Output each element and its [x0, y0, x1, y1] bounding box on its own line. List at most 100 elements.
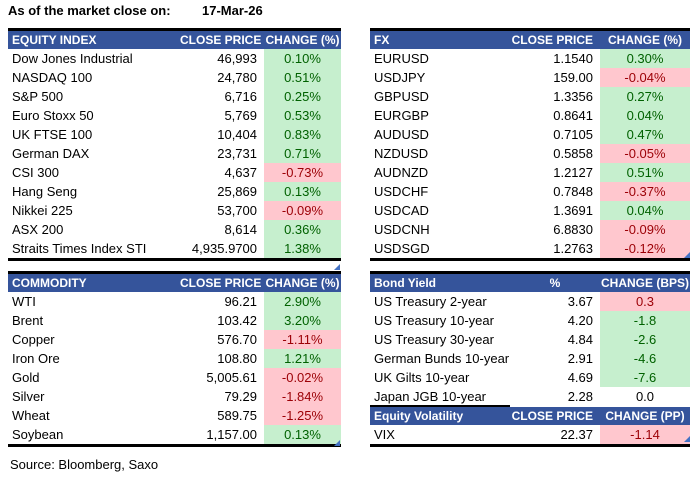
- instrument-name-cell[interactable]: USDCHF: [374, 184, 429, 199]
- table-row[interactable]: Silver 79.29 -1.84%: [8, 387, 341, 406]
- close-price-header[interactable]: CLOSE PRICE: [510, 31, 600, 49]
- yield-value-cell[interactable]: 3.67: [567, 294, 593, 309]
- close-price-cell[interactable]: 589.75: [217, 408, 257, 423]
- close-price-cell[interactable]: 23,731: [217, 146, 257, 161]
- change-pp-header[interactable]: CHANGE (PP): [600, 407, 690, 425]
- change-cell[interactable]: -1.11%: [264, 330, 341, 349]
- change-cell[interactable]: 0.51%: [264, 68, 341, 87]
- change-cell[interactable]: -0.12%: [600, 239, 690, 258]
- table-row[interactable]: CSI 300 4,637 -0.73%: [8, 163, 341, 182]
- table-row[interactable]: German Bunds 10-year 2.91 -4.6: [370, 349, 690, 368]
- table-row[interactable]: US Treasury 30-year 4.84 -2.6: [370, 330, 690, 349]
- close-price-cell[interactable]: 103.42: [217, 313, 257, 328]
- table-row[interactable]: VIX 22.37 -1.14: [370, 425, 690, 444]
- change-cell[interactable]: 2.90%: [264, 292, 341, 311]
- table-row[interactable]: Brent 103.42 3.20%: [8, 311, 341, 330]
- yield-value-cell[interactable]: 4.69: [567, 370, 593, 385]
- table-row[interactable]: USDJPY 159.00 -0.04%: [370, 68, 690, 87]
- close-price-cell[interactable]: 0.8641: [553, 108, 593, 123]
- instrument-name-cell[interactable]: GBPUSD: [374, 89, 429, 104]
- change-cell[interactable]: 0.13%: [264, 182, 341, 201]
- change-cell[interactable]: 0.13%: [264, 425, 341, 444]
- change-cell[interactable]: -0.37%: [600, 182, 690, 201]
- instrument-name-cell[interactable]: Nikkei 225: [12, 203, 73, 218]
- instrument-name-cell[interactable]: Japan JGB 10-year: [370, 387, 510, 407]
- instrument-name-cell[interactable]: Dow Jones Industrial: [12, 51, 133, 66]
- table-row[interactable]: UK FTSE 100 10,404 0.83%: [8, 125, 341, 144]
- change-cell[interactable]: 1.38%: [264, 239, 341, 258]
- table-row[interactable]: ASX 200 8,614 0.36%: [8, 220, 341, 239]
- change-pct-header[interactable]: CHANGE (%): [264, 31, 341, 49]
- close-price-cell[interactable]: 159.00: [553, 70, 593, 85]
- close-price-cell[interactable]: 24,780: [217, 70, 257, 85]
- close-price-cell[interactable]: 1.1540: [553, 51, 593, 66]
- yield-value-cell[interactable]: 4.20: [567, 313, 593, 328]
- table-row[interactable]: US Treasury 2-year 3.67 0.3: [370, 292, 690, 311]
- table-row[interactable]: Japan JGB 10-year 2.28 0.0: [370, 387, 690, 407]
- instrument-name-cell[interactable]: US Treasury 10-year: [374, 313, 494, 328]
- change-cell[interactable]: -1.14: [600, 425, 690, 444]
- change-pct-header[interactable]: CHANGE (%): [600, 31, 690, 49]
- instrument-name-cell[interactable]: WTI: [12, 294, 36, 309]
- instrument-name-cell[interactable]: Brent: [12, 313, 44, 328]
- instrument-name-cell[interactable]: Hang Seng: [12, 184, 78, 199]
- table-row[interactable]: Hang Seng 25,869 0.13%: [8, 182, 341, 201]
- change-pct-header[interactable]: CHANGE (%): [264, 274, 341, 292]
- table-row[interactable]: NZDUSD 0.5858 -0.05%: [370, 144, 690, 163]
- instrument-name-cell[interactable]: VIX: [374, 427, 395, 442]
- instrument-name-cell[interactable]: USDJPY: [374, 70, 426, 85]
- close-price-cell[interactable]: 0.5858: [553, 146, 593, 161]
- instrument-name-cell[interactable]: NZDUSD: [374, 146, 429, 161]
- instrument-name-cell[interactable]: US Treasury 2-year: [374, 294, 487, 309]
- instrument-name-cell[interactable]: Euro Stoxx 50: [12, 108, 94, 123]
- close-price-cell[interactable]: 4,935.9700: [191, 241, 257, 256]
- table-row[interactable]: USDCNH 6.8830 -0.09%: [370, 220, 690, 239]
- close-price-cell[interactable]: 108.80: [217, 351, 257, 366]
- instrument-name-cell[interactable]: AUDNZD: [374, 165, 429, 180]
- instrument-name-cell[interactable]: German Bunds 10-year: [374, 351, 510, 366]
- change-cell[interactable]: -0.04%: [600, 68, 690, 87]
- table-row[interactable]: Nikkei 225 53,700 -0.09%: [8, 201, 341, 220]
- change-cell[interactable]: -7.6: [600, 368, 690, 387]
- table-row[interactable]: UK Gilts 10-year 4.69 -7.6: [370, 368, 690, 387]
- change-cell[interactable]: 0.53%: [264, 106, 341, 125]
- instrument-name-cell[interactable]: AUDUSD: [374, 127, 429, 142]
- instrument-name-cell[interactable]: US Treasury 30-year: [374, 332, 494, 347]
- table-row[interactable]: German DAX 23,731 0.71%: [8, 144, 341, 163]
- instrument-name-cell[interactable]: Soybean: [12, 427, 64, 442]
- yield-value-cell[interactable]: 4.84: [567, 332, 593, 347]
- instrument-name-cell[interactable]: NASDAQ 100: [12, 70, 93, 85]
- table-row[interactable]: USDCHF 0.7848 -0.37%: [370, 182, 690, 201]
- table-row[interactable]: EURGBP 0.8641 0.04%: [370, 106, 690, 125]
- close-price-cell[interactable]: 576.70: [217, 332, 257, 347]
- change-cell[interactable]: -1.84%: [264, 387, 341, 406]
- close-price-cell[interactable]: 0.7105: [553, 127, 593, 142]
- instrument-name-cell[interactable]: USDCNH: [374, 222, 430, 237]
- table-row[interactable]: Gold 5,005.61 -0.02%: [8, 368, 341, 387]
- close-price-cell[interactable]: 1.2127: [553, 165, 593, 180]
- change-cell[interactable]: 0.51%: [600, 163, 690, 182]
- close-price-header[interactable]: CLOSE PRICE: [510, 407, 600, 425]
- instrument-name-cell[interactable]: USDCAD: [374, 203, 429, 218]
- instrument-name-cell[interactable]: S&P 500: [12, 89, 64, 104]
- table-row[interactable]: S&P 500 6,716 0.25%: [8, 87, 341, 106]
- instrument-name-cell[interactable]: Silver: [12, 389, 45, 404]
- close-price-header[interactable]: CLOSE PRICE: [180, 274, 264, 292]
- percent-header[interactable]: %: [510, 274, 600, 292]
- instrument-name-cell[interactable]: Gold: [12, 370, 40, 385]
- change-cell[interactable]: -0.09%: [600, 220, 690, 239]
- instrument-name-cell[interactable]: CSI 300: [12, 165, 59, 180]
- close-price-header[interactable]: CLOSE PRICE: [180, 31, 264, 49]
- close-price-cell[interactable]: 6.8830: [553, 222, 593, 237]
- change-cell[interactable]: 0.3: [600, 292, 690, 311]
- change-cell[interactable]: -0.09%: [264, 201, 341, 220]
- change-cell[interactable]: 0.30%: [600, 49, 690, 68]
- close-price-cell[interactable]: 46,993: [217, 51, 257, 66]
- change-cell[interactable]: -1.25%: [264, 406, 341, 425]
- yield-value-cell[interactable]: 2.91: [567, 351, 593, 366]
- instrument-name-cell[interactable]: Iron Ore: [12, 351, 60, 366]
- bond-yield-title-header[interactable]: Bond Yield: [370, 274, 510, 292]
- close-price-cell[interactable]: 79.29: [224, 389, 257, 404]
- table-row[interactable]: USDSGD 1.2763 -0.12%: [370, 239, 690, 258]
- change-cell[interactable]: 0.04%: [600, 201, 690, 220]
